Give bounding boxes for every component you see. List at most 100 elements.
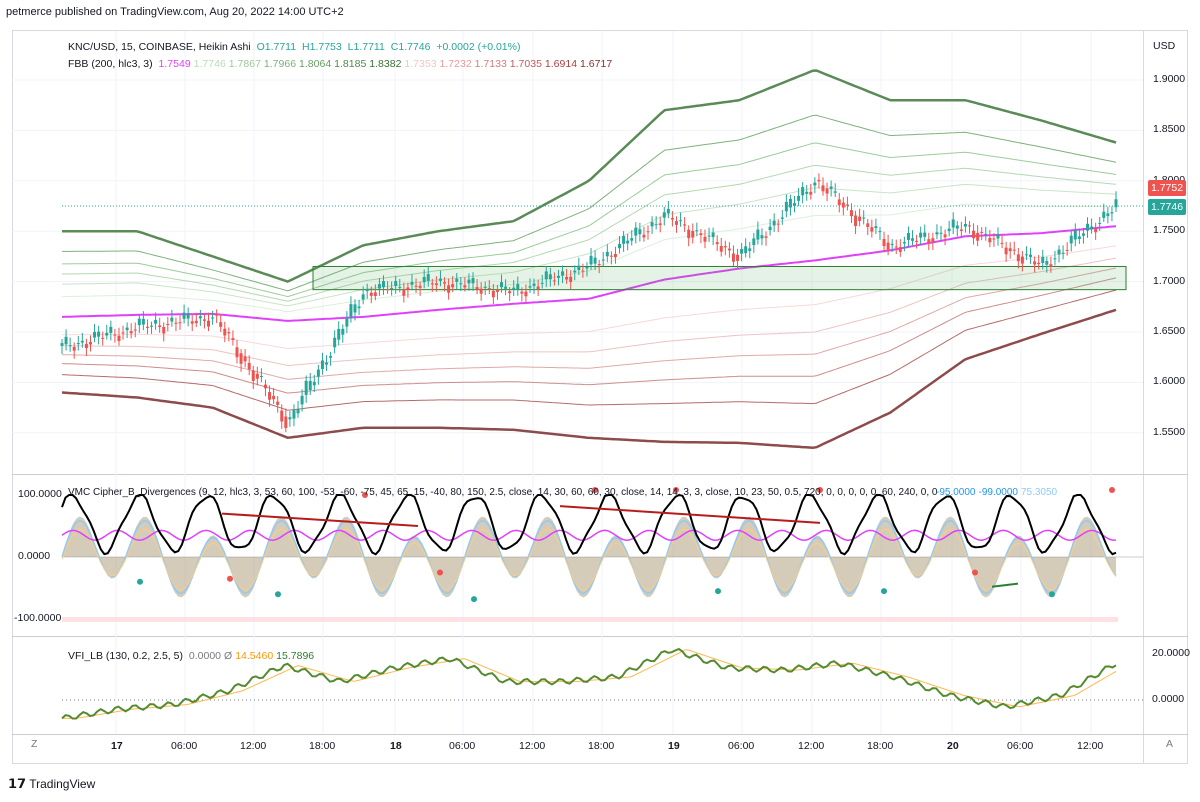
candle-body xyxy=(593,257,597,264)
candle-body xyxy=(646,231,650,233)
candle-body xyxy=(825,188,829,194)
candle-body xyxy=(605,251,609,257)
fbb-lower-band-1 xyxy=(61,289,1117,411)
candle-body xyxy=(312,381,316,386)
candle-body xyxy=(788,198,792,208)
cipher-signal-dot-8 xyxy=(673,487,679,494)
bearish-divergence-line-1 xyxy=(221,512,419,527)
candle-body xyxy=(259,376,263,378)
price-tick-7: 1.5500 xyxy=(1153,425,1186,438)
candle-body xyxy=(638,229,642,235)
candle-body xyxy=(756,229,760,240)
candle-body xyxy=(1081,233,1085,236)
candle-body xyxy=(1065,249,1069,251)
price-tick-4: 1.7000 xyxy=(1153,274,1186,287)
candle-body xyxy=(174,322,178,324)
vfi-legend[interactable]: VFI_LB (130, 0.2, 2.5, 5) 0.0000 Ø 14.5460… xyxy=(68,650,317,662)
candle-body xyxy=(793,203,797,206)
candle-body xyxy=(898,247,902,252)
time-tick-8: 19 xyxy=(668,740,680,752)
time-tick-4: 18 xyxy=(390,740,402,752)
candle-body xyxy=(955,225,959,229)
brand-name: TradingView xyxy=(29,777,96,791)
candle-body xyxy=(109,326,113,333)
low-label: L xyxy=(347,41,354,53)
candle-body xyxy=(597,264,601,266)
cipher-signal-dot-12 xyxy=(437,569,443,576)
candle-body xyxy=(207,320,211,327)
candle-body xyxy=(695,230,699,232)
candle-body xyxy=(414,285,418,287)
candle-body xyxy=(471,278,475,284)
candle-body xyxy=(679,220,683,222)
close-label: C xyxy=(390,41,399,53)
tradingview-logo[interactable]: 𝟭𝟳 TradingView xyxy=(8,776,95,792)
candle-body xyxy=(288,417,292,420)
price-tick-6: 1.6000 xyxy=(1153,375,1186,388)
candle-body xyxy=(939,232,943,234)
candle-body xyxy=(809,191,813,195)
bullish-divergence-line xyxy=(991,582,1019,588)
cipher-signal-dot-11 xyxy=(227,575,233,582)
time-tick-12: 20 xyxy=(947,740,959,752)
pane-separator-2[interactable] xyxy=(12,636,1188,637)
candle-body xyxy=(251,370,255,381)
cipher-signal-dot-0 xyxy=(137,578,143,585)
candle-body xyxy=(1000,242,1004,244)
candle-body xyxy=(1102,211,1106,218)
cipher-values: -95.0000 -99.0000 75.3050 xyxy=(936,487,1060,498)
currency-label: USD xyxy=(1153,40,1176,52)
candle-body xyxy=(630,238,634,241)
candle-body xyxy=(268,392,272,400)
price-axis-border xyxy=(1143,30,1144,764)
pane-separator-1[interactable] xyxy=(12,474,1188,475)
candle-body xyxy=(687,229,691,239)
fbb-legend[interactable]: FBB (200, hlc3, 3) 1.7549 1.7746 1.7867 1.7… xyxy=(68,58,615,70)
candle-body xyxy=(935,232,939,235)
candle-body xyxy=(658,223,662,226)
cipher-signal-dot-4 xyxy=(881,588,887,595)
time-tick-9: 06:00 xyxy=(728,740,755,752)
bearish-divergence-line-2 xyxy=(559,505,821,524)
auto-scale-button[interactable]: A xyxy=(1166,738,1174,750)
candle-body xyxy=(890,243,894,245)
candle-body xyxy=(438,278,442,281)
zoom-button[interactable]: Z xyxy=(31,738,38,750)
candle-body xyxy=(194,320,198,324)
candle-body xyxy=(609,255,613,257)
candle-body xyxy=(691,231,695,238)
candle-body xyxy=(272,395,276,400)
candle-body xyxy=(211,317,215,319)
candle-body xyxy=(284,416,288,428)
candle-body xyxy=(727,248,731,251)
candle-body xyxy=(1110,212,1114,214)
candle-body xyxy=(670,218,674,220)
candle-body xyxy=(239,353,243,364)
fbb-upper-band-2 xyxy=(62,142,1117,298)
cipher-signal-dot-3 xyxy=(715,588,721,595)
candle-body xyxy=(752,238,756,246)
candle-body xyxy=(870,227,874,232)
candle-body xyxy=(980,231,984,233)
candle-body xyxy=(121,332,125,334)
candle-body xyxy=(459,283,463,285)
candle-body xyxy=(927,239,931,243)
symbol-legend[interactable]: KNC/USD, 15, COINBASE, Heikin Ashi O1.77… xyxy=(68,41,523,53)
cipher-legend[interactable]: VMC Cipher_B_Divergences (9, 12, hlc3, 3… xyxy=(68,487,938,498)
candle-body xyxy=(740,248,744,254)
candle-body xyxy=(634,227,638,236)
fbb-lower-band-3 xyxy=(61,267,1117,380)
vfi-tick-1: 0.0000 xyxy=(1152,693,1185,705)
cipher-signal-dot-13 xyxy=(972,569,978,576)
candle-body xyxy=(483,286,487,288)
candle-body xyxy=(821,185,825,192)
candle-body xyxy=(618,243,622,249)
candle-body xyxy=(373,292,377,297)
candle-body xyxy=(508,291,512,294)
candle-body xyxy=(320,360,324,369)
candle-body xyxy=(365,289,369,292)
candle-body xyxy=(223,328,227,336)
fbb-upper-band-3 xyxy=(62,164,1117,302)
close-value: 1.7746 xyxy=(398,41,431,53)
